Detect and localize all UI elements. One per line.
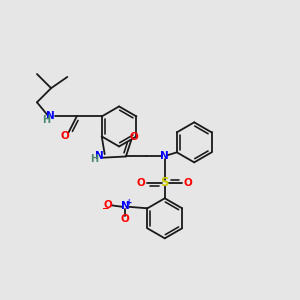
Text: O: O	[137, 178, 146, 188]
Text: N: N	[95, 152, 104, 161]
Text: O: O	[104, 200, 112, 210]
Text: −: −	[101, 204, 109, 213]
Text: O: O	[121, 214, 130, 224]
Text: N: N	[46, 110, 55, 121]
Text: +: +	[125, 198, 131, 207]
Text: O: O	[130, 132, 139, 142]
Text: H: H	[42, 115, 50, 125]
Text: H: H	[90, 154, 98, 164]
Text: O: O	[184, 178, 193, 188]
Text: N: N	[160, 152, 169, 161]
Text: S: S	[160, 176, 169, 190]
Text: N: N	[121, 201, 130, 211]
Text: O: O	[61, 130, 69, 141]
